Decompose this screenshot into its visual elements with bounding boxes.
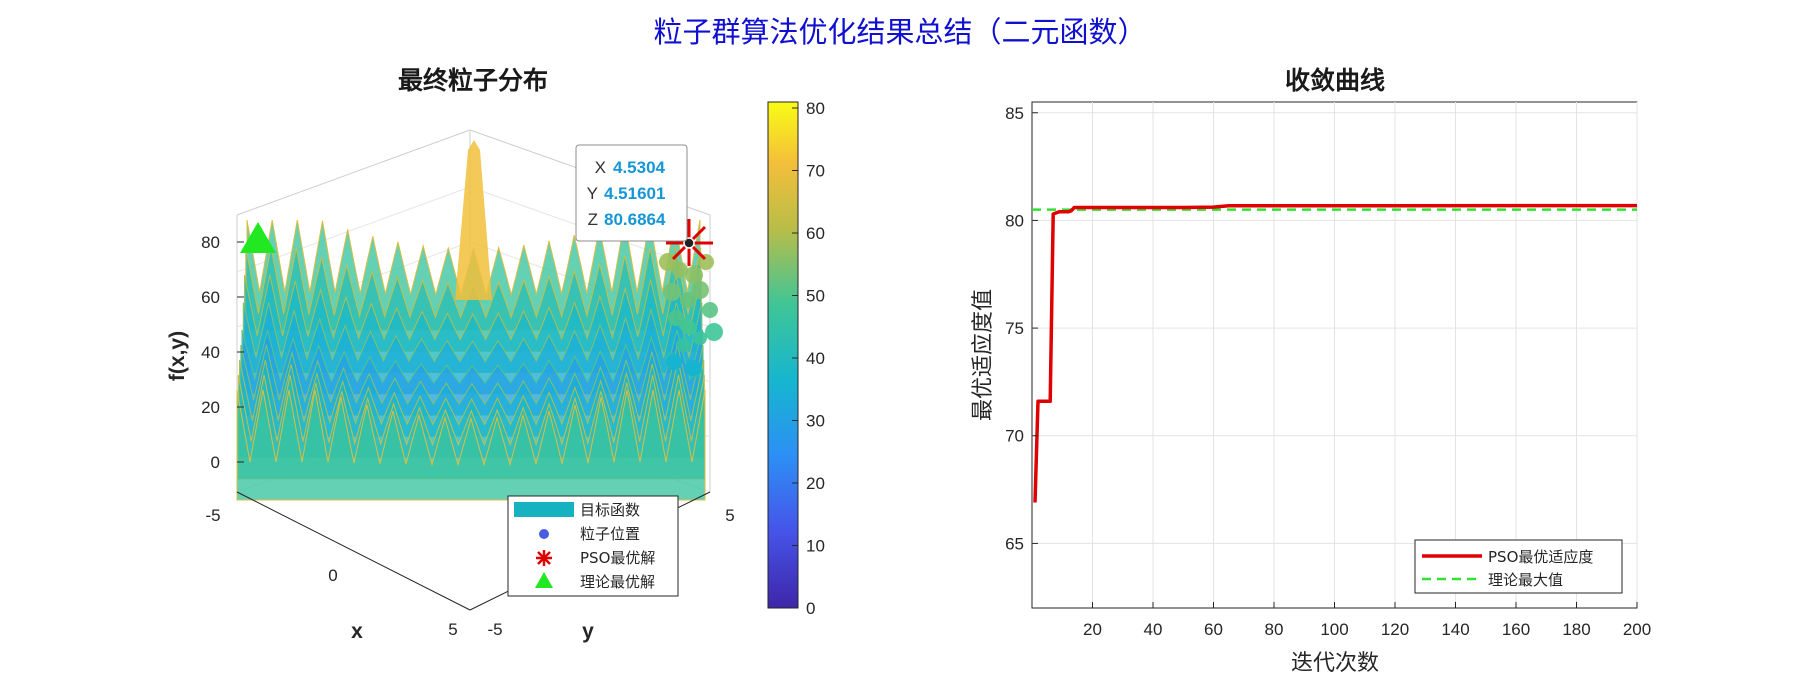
x-tick-5: 5	[448, 620, 457, 639]
conv-x-tick-160: 160	[1502, 620, 1530, 639]
particle-marker	[685, 360, 701, 376]
z-tick-60: 60	[201, 288, 220, 307]
conv-x-tick-100: 100	[1320, 620, 1348, 639]
conv-x-tick-40: 40	[1144, 620, 1163, 639]
particle-marker	[702, 302, 718, 318]
conv-y-tick-70: 70	[1005, 427, 1024, 446]
z-tick-20: 20	[201, 398, 220, 417]
colorbar-tick-10: 10	[806, 537, 825, 556]
particle-marker	[680, 292, 696, 308]
conv-y-tick-75: 75	[1005, 319, 1024, 338]
datatip[interactable]: X 4.5304 Y 4.51601 Z 80.6864	[575, 144, 688, 242]
particle-marker	[705, 323, 723, 341]
particle-marker	[663, 283, 681, 301]
surface-plot: 最终粒子分布 0 20 40 60 80 f(x,y) -5 0 5 x -5 5	[166, 66, 825, 643]
particle-marker	[693, 331, 707, 345]
surface-row	[241, 329, 703, 416]
particle-marker	[666, 354, 682, 370]
colorbar-tick-60: 60	[806, 224, 825, 243]
conv-x-tick-140: 140	[1441, 620, 1469, 639]
conv-x-tick-80: 80	[1265, 620, 1284, 639]
colorbar-tick-0: 0	[806, 599, 815, 618]
particle-marker	[679, 318, 693, 332]
particle-marker	[676, 338, 690, 352]
legend-particle-swatch	[539, 529, 549, 539]
colorbar-tick-50: 50	[806, 287, 825, 306]
z-axis-label: f(x,y)	[166, 331, 189, 381]
y-tick-5: 5	[725, 506, 734, 525]
x-tick-neg5: -5	[205, 506, 220, 525]
conv-x-tick-180: 180	[1562, 620, 1590, 639]
particle-marker	[672, 262, 688, 278]
convergence-title: 收敛曲线	[1285, 66, 1385, 95]
datatip-y-label: Y	[587, 184, 598, 203]
datatip-z-value: 80.6864	[604, 210, 666, 229]
surface-row	[239, 359, 705, 458]
surface-row	[240, 344, 704, 437]
datatip-x-label: X	[595, 158, 606, 177]
legend-theory-line: 理论最大值	[1488, 571, 1563, 589]
surface-row	[244, 274, 702, 373]
surface-mesh	[236, 140, 706, 501]
datatip-x-value: 4.5304	[613, 158, 666, 177]
colorbar-tick-70: 70	[806, 162, 825, 181]
z-tick-labels: 0 20 40 60 80	[201, 233, 244, 472]
convergence-plot: 收敛曲线 20 40 60 80 100 120 140 160 180 200 65 70 75 80 8…	[971, 66, 1651, 675]
colorbar-tick-40: 40	[806, 349, 825, 368]
conv-y-tick-65: 65	[1005, 534, 1024, 553]
y-tick-neg5: -5	[487, 620, 502, 639]
surface-row	[242, 302, 703, 395]
convergence-xlabel: 迭代次数	[1291, 651, 1379, 675]
surface-legend: 目标函数 粒子位置 PSO最优解 理论最优解	[507, 495, 679, 597]
surface-back-peak	[455, 140, 492, 300]
colorbar-tick-30: 30	[806, 412, 825, 431]
colorbar: 0 10 20 30 40 50 60 70 80	[767, 99, 825, 618]
theory-optimum-marker	[240, 222, 276, 253]
convergence-legend: PSO最优适应度 理论最大值	[1414, 539, 1623, 594]
pso-fitness-curve	[1033, 203, 1638, 503]
particle-marker	[691, 281, 709, 299]
conv-x-tick-200: 200	[1623, 620, 1651, 639]
surface-title: 最终粒子分布	[398, 66, 548, 95]
legend-particle: 粒子位置	[580, 525, 640, 543]
legend-best-swatch	[536, 550, 552, 566]
conv-x-tick-60: 60	[1204, 620, 1223, 639]
datatip-z-label: Z	[588, 210, 598, 229]
z-tick-0: 0	[211, 453, 220, 472]
conv-y-tick-85: 85	[1005, 104, 1024, 123]
x-tick-0: 0	[328, 566, 337, 585]
main-title: 粒子群算法优化结果总结（二元函数）	[653, 15, 1146, 49]
legend-pso: PSO最优适应度	[1488, 548, 1593, 566]
legend-surface-swatch	[514, 502, 574, 517]
conv-y-tick-80: 80	[1005, 211, 1024, 230]
convergence-ylabel: 最优适应度值	[971, 289, 996, 421]
conv-x-tick-120: 120	[1381, 620, 1409, 639]
datatip-y-value: 4.51601	[604, 184, 665, 203]
surface-row	[236, 389, 706, 501]
legend-best: PSO最优解	[580, 549, 655, 567]
particle-marker	[685, 266, 703, 284]
y-axis-label: y	[582, 620, 594, 643]
legend-surface: 目标函数	[580, 501, 640, 519]
z-tick-40: 40	[201, 343, 220, 362]
z-tick-80: 80	[201, 233, 220, 252]
legend-theory-swatch	[535, 572, 553, 588]
convergence-ticks: 20 40 60 80 100 120 140 160 180 200 65 70 75 80 85	[1005, 104, 1651, 639]
colorbar-tick-80: 80	[806, 99, 825, 118]
legend-theory: 理论最优解	[580, 573, 655, 591]
convergence-series	[1032, 203, 1638, 503]
particle-markers	[659, 253, 723, 378]
colorbar-tick-20: 20	[806, 474, 825, 493]
x-axis-label: x	[351, 620, 363, 643]
conv-x-tick-20: 20	[1083, 620, 1102, 639]
